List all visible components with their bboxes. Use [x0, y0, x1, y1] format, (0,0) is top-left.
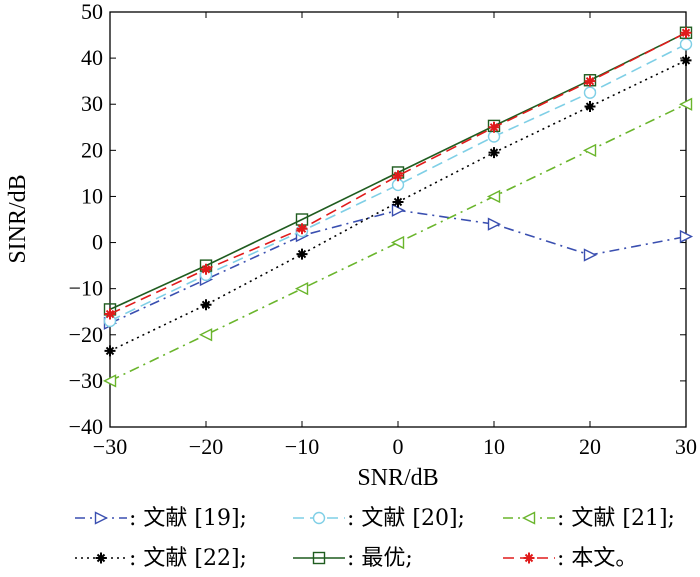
data-point [584, 101, 596, 113]
data-point [488, 121, 500, 133]
y-tick-label: 20 [81, 137, 103, 162]
data-point [679, 229, 694, 244]
series-4 [104, 54, 692, 357]
legend-item: : 文献 [22]; [75, 546, 247, 571]
data-point [104, 345, 116, 357]
y-axis-title: SINR/dB [5, 174, 31, 263]
x-axis-title: SNR/dB [357, 465, 438, 491]
legend-label: : 文献 [19]; [129, 506, 247, 531]
legend-marker [312, 511, 326, 525]
y-tick-label: 40 [81, 45, 103, 70]
data-point [679, 38, 693, 51]
x-tick-label: −20 [189, 434, 223, 459]
data-point [486, 189, 501, 204]
y-tick-label: 30 [81, 91, 103, 116]
data-point [392, 196, 404, 208]
data-point [680, 54, 692, 66]
data-point [582, 143, 597, 157]
data-point [392, 170, 404, 182]
legend-label: : 文献 [22]; [129, 546, 247, 571]
legend-item: : 文献 [20]; [293, 506, 465, 531]
series-6 [104, 27, 692, 320]
legend-marker [312, 551, 326, 565]
data-point [294, 282, 309, 296]
data-point [296, 248, 308, 260]
y-tick-label: −30 [69, 368, 103, 393]
data-point [104, 308, 116, 320]
legend-marker [523, 552, 535, 564]
data-point [198, 328, 213, 342]
x-tick-label: 10 [483, 434, 505, 459]
legend-label: : 文献 [20]; [347, 506, 465, 531]
legend-label: : 本文。 [557, 546, 637, 571]
x-tick-label: −30 [93, 434, 127, 459]
data-point [583, 248, 598, 262]
y-tick-label: −10 [69, 276, 103, 301]
y-tick-label: 0 [92, 230, 103, 255]
legend-marker [95, 552, 107, 564]
x-tick-label: −10 [285, 434, 319, 459]
y-tick-label: 10 [81, 183, 103, 208]
legend-marker [521, 511, 536, 525]
x-tick-label: 0 [393, 434, 404, 459]
data-point [584, 75, 596, 87]
data-point [680, 27, 692, 39]
legend-item: : 本文。 [503, 546, 637, 571]
y-tick-label: 50 [81, 0, 103, 24]
legend-label: : 最优; [347, 546, 413, 571]
legend-marker [94, 511, 109, 525]
data-point [200, 299, 212, 311]
data-point [487, 217, 502, 231]
data-point [102, 374, 117, 388]
legend-item: : 文献 [19]; [75, 506, 247, 531]
data-point [391, 203, 406, 217]
legend-item: : 最优; [293, 546, 413, 571]
x-tick-label: 30 [675, 434, 697, 459]
legend-label: : 文献 [21]; [557, 506, 675, 531]
y-tick-label: −20 [69, 322, 103, 347]
series-3 [102, 97, 693, 388]
data-point [200, 263, 212, 275]
legend-item: : 文献 [21]; [503, 506, 675, 531]
legend: : 文献 [19]; : 文献 [20]; : 文献 [21]; : 文献 [22];… [75, 506, 675, 571]
data-point [390, 235, 405, 250]
y-tick-label: −40 [69, 414, 103, 439]
plot-area [109, 11, 687, 428]
data-point [296, 223, 308, 235]
x-tick-label: 20 [579, 434, 601, 459]
series-layer [102, 26, 694, 388]
data-point [583, 86, 597, 99]
data-point [488, 147, 500, 159]
data-point [678, 97, 693, 111]
